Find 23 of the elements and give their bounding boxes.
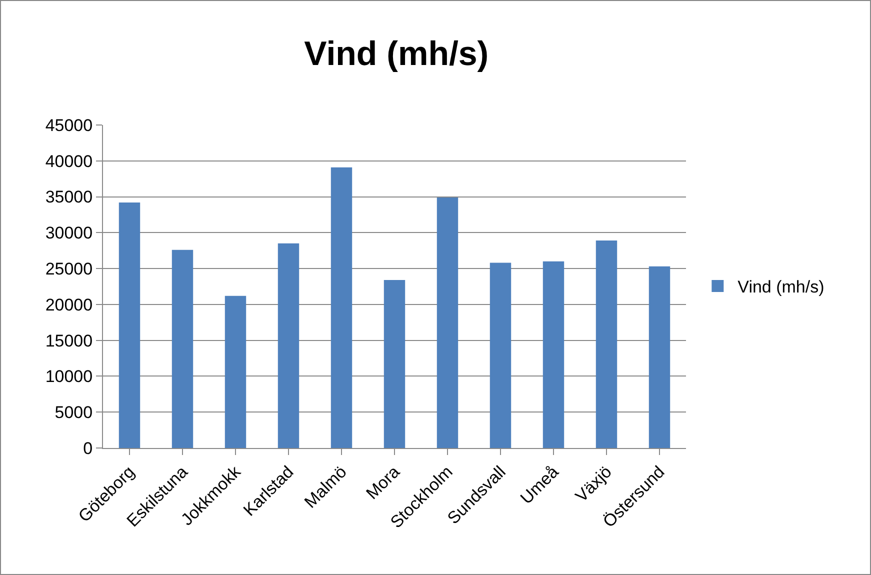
- y-tick-label: 40000: [45, 152, 93, 171]
- bar: [648, 266, 670, 448]
- chart-title: Vind (mh/s): [304, 34, 489, 73]
- y-tick-label: 10000: [45, 367, 93, 386]
- bar: [436, 198, 458, 448]
- bar: [172, 250, 194, 448]
- y-tick-label: 5000: [54, 403, 93, 422]
- bar: [330, 167, 352, 448]
- y-tick-label: 45000: [45, 116, 93, 135]
- y-tick-label: 15000: [45, 331, 93, 350]
- legend-label: Vind (mh/s): [738, 278, 824, 297]
- bar: [118, 202, 140, 448]
- bar: [542, 261, 564, 448]
- y-tick-label: 0: [83, 438, 93, 458]
- y-tick-label: 30000: [45, 224, 93, 243]
- bar: [278, 243, 300, 448]
- bar: [384, 280, 406, 448]
- bar: [224, 296, 246, 448]
- bar: [596, 240, 618, 448]
- y-tick-label: 25000: [45, 260, 93, 279]
- y-tick-label: 20000: [45, 295, 93, 314]
- bar: [490, 262, 512, 448]
- y-tick-label: 35000: [45, 188, 93, 207]
